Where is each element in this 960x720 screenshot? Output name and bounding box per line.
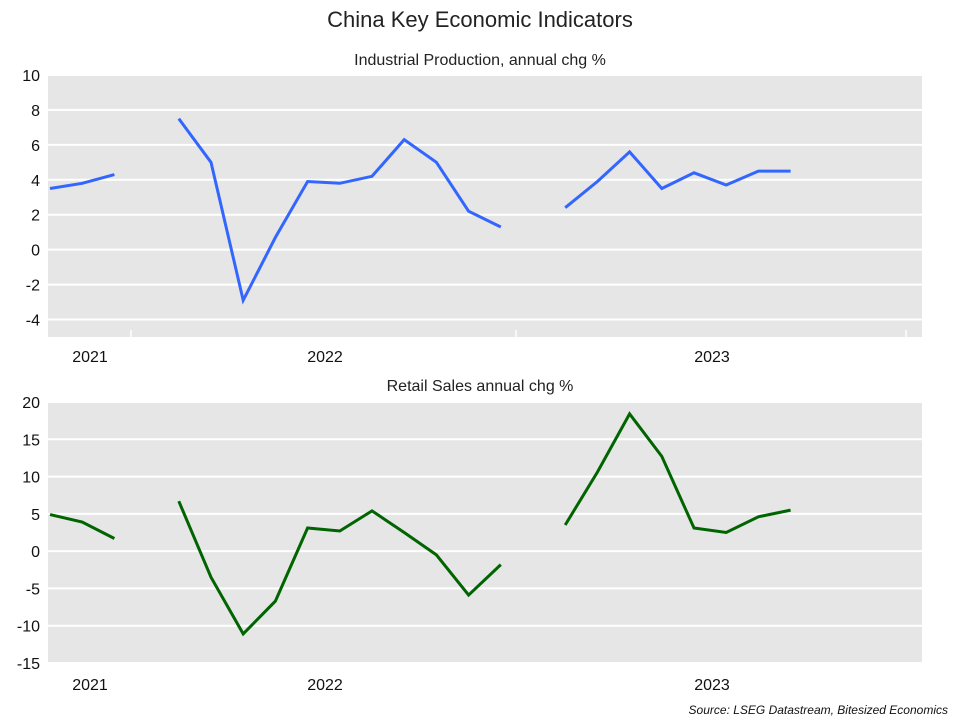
y-tick-label: 5: [31, 507, 40, 524]
chart-main-title: China Key Economic Indicators: [327, 7, 633, 32]
y-tick-label: 10: [22, 68, 40, 85]
year-label: 2023: [694, 677, 730, 694]
year-label: 2023: [694, 349, 730, 366]
y-tick-label: 0: [31, 243, 40, 260]
plot-area: [48, 402, 922, 663]
y-tick-label: 20: [22, 395, 40, 412]
y-tick-label: -10: [17, 619, 40, 636]
y-tick-label: -4: [26, 313, 40, 330]
series-line: [564, 149, 791, 209]
year-label: 2022: [307, 677, 343, 694]
source-note: Source: LSEG Datastream, Bitesized Econo…: [689, 703, 948, 717]
y-tick-label: -5: [26, 581, 40, 598]
y-tick-label: 2: [31, 208, 40, 225]
industrial-production-panel: Industrial Production, annual chg % 10 8 6 4…: [22, 52, 922, 366]
y-tick-label: 6: [31, 138, 40, 155]
plot-area: [48, 75, 922, 337]
retail-sales-panel: Retail Sales annual chg % 20 15 10 5 0 -5 -10 -1…: [17, 378, 922, 694]
year-label: 2021: [72, 677, 108, 694]
y-tick-label: 10: [22, 470, 40, 487]
y-tick-label: 0: [31, 544, 40, 561]
y-tick-label: 15: [22, 432, 40, 449]
y-tick-label: -2: [26, 278, 40, 295]
series-line: [563, 411, 791, 535]
panel-title: Industrial Production, annual chg %: [354, 52, 606, 69]
y-tick-label: 8: [31, 103, 40, 120]
year-label: 2022: [307, 349, 343, 366]
y-tick-label: -15: [17, 656, 40, 673]
y-tick-label: 4: [31, 173, 40, 190]
year-label: 2021: [72, 349, 108, 366]
panel-title: Retail Sales annual chg %: [387, 378, 574, 395]
